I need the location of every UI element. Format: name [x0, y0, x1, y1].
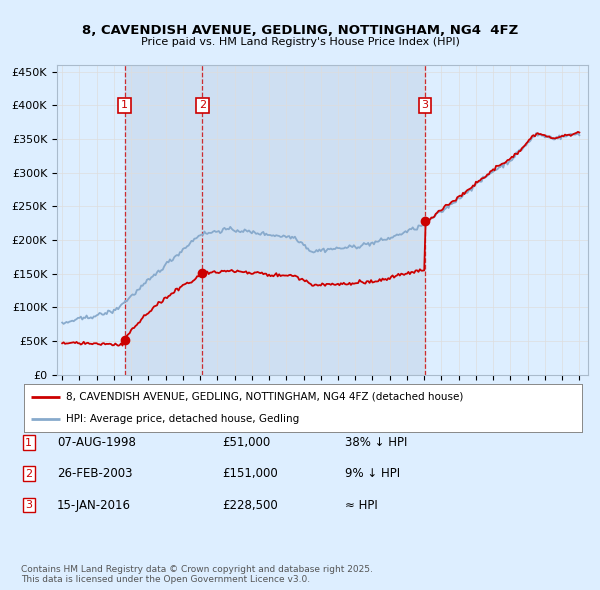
Text: 3: 3: [421, 100, 428, 110]
Text: ≈ HPI: ≈ HPI: [345, 499, 378, 512]
Text: 26-FEB-2003: 26-FEB-2003: [57, 467, 133, 480]
Text: HPI: Average price, detached house, Gedling: HPI: Average price, detached house, Gedl…: [66, 414, 299, 424]
Text: 1: 1: [121, 100, 128, 110]
Text: £151,000: £151,000: [222, 467, 278, 480]
Text: £228,500: £228,500: [222, 499, 278, 512]
Text: 2: 2: [25, 469, 32, 478]
Bar: [202, 65, 425, 375]
Text: 2: 2: [199, 100, 206, 110]
Text: 1: 1: [25, 438, 32, 447]
Text: 07-AUG-1998: 07-AUG-1998: [57, 436, 136, 449]
Text: £51,000: £51,000: [222, 436, 270, 449]
Text: 9% ↓ HPI: 9% ↓ HPI: [345, 467, 400, 480]
Text: 8, CAVENDISH AVENUE, GEDLING, NOTTINGHAM, NG4 4FZ (detached house): 8, CAVENDISH AVENUE, GEDLING, NOTTINGHAM…: [66, 392, 463, 402]
Text: Price paid vs. HM Land Registry's House Price Index (HPI): Price paid vs. HM Land Registry's House …: [140, 37, 460, 47]
Bar: [125, 65, 202, 375]
Text: 38% ↓ HPI: 38% ↓ HPI: [345, 436, 407, 449]
Text: 15-JAN-2016: 15-JAN-2016: [57, 499, 131, 512]
Text: 3: 3: [25, 500, 32, 510]
Text: Contains HM Land Registry data © Crown copyright and database right 2025.
This d: Contains HM Land Registry data © Crown c…: [21, 565, 373, 584]
Text: 8, CAVENDISH AVENUE, GEDLING, NOTTINGHAM, NG4  4FZ: 8, CAVENDISH AVENUE, GEDLING, NOTTINGHAM…: [82, 24, 518, 37]
